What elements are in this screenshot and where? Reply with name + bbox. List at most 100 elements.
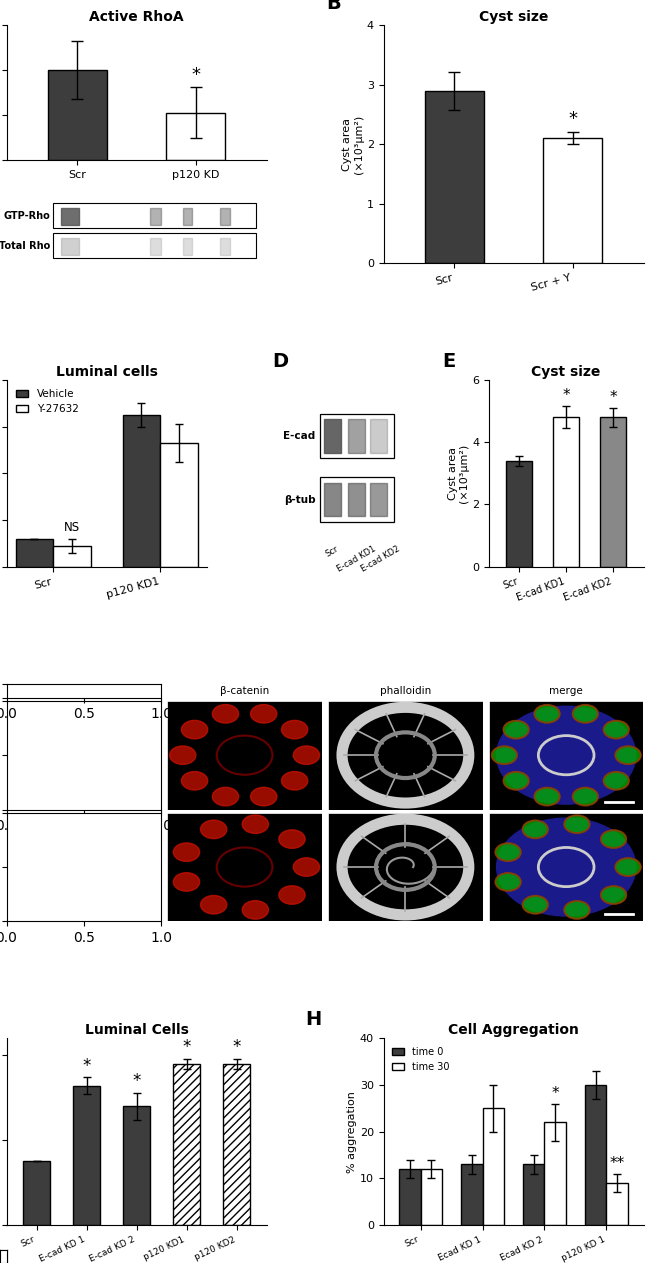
Text: GTP-Rho: GTP-Rho [4,211,51,221]
Circle shape [534,705,560,722]
Title: Luminal Cells: Luminal Cells [84,1023,188,1037]
Circle shape [564,816,590,834]
FancyBboxPatch shape [320,413,394,458]
Circle shape [279,830,305,849]
Bar [370,419,387,453]
Bar [324,482,341,517]
Circle shape [40,895,66,914]
Circle shape [201,820,227,839]
Circle shape [21,720,47,739]
Bar [61,237,79,255]
Circle shape [213,787,239,806]
Circle shape [174,873,200,892]
Text: *: * [232,1038,240,1056]
Bar [160,443,198,567]
Bar [223,1063,250,1225]
Text: NS: NS [64,522,80,534]
Y-axis label: % aggregation: % aggregation [347,1091,357,1172]
Bar [324,419,341,453]
Circle shape [242,901,268,919]
Circle shape [573,788,598,806]
Circle shape [90,705,116,722]
Text: E-cadherin: E-cadherin [56,686,112,696]
Bar [585,1085,606,1225]
Circle shape [133,858,159,877]
Bar [220,237,230,255]
Circle shape [81,901,108,919]
Text: D: D [272,352,289,371]
Circle shape [90,787,116,806]
Circle shape [601,887,626,904]
Circle shape [601,830,626,847]
Circle shape [201,895,227,914]
Bar [150,237,161,255]
Bar [150,208,161,225]
Circle shape [40,820,66,839]
Circle shape [604,721,629,739]
Circle shape [242,815,268,834]
Circle shape [573,705,598,722]
Bar [16,539,53,567]
Text: E-cad: E-cad [283,431,316,441]
Bar [348,482,365,517]
Circle shape [497,706,636,805]
Title: Cyst size: Cyst size [479,10,548,24]
Bar [123,416,160,567]
Bar [166,112,225,160]
Bar [482,1109,504,1225]
Bar [543,138,602,263]
Circle shape [293,746,320,764]
Circle shape [281,720,308,739]
FancyBboxPatch shape [53,203,256,229]
Text: *: * [609,390,617,405]
Bar [61,208,79,225]
Title: Luminal cells: Luminal cells [56,365,157,379]
Circle shape [504,721,529,739]
Bar [123,1106,150,1225]
Bar [183,237,192,255]
Circle shape [250,787,277,806]
Text: *: * [562,388,570,403]
Bar [425,91,484,263]
Circle shape [21,772,47,791]
Circle shape [604,772,629,789]
Circle shape [170,746,196,764]
Bar [370,482,387,517]
Text: β-catenin: β-catenin [220,686,269,696]
Circle shape [523,821,548,839]
Circle shape [118,885,144,904]
Circle shape [504,772,529,789]
Circle shape [616,746,641,764]
Bar [73,1086,100,1225]
Circle shape [564,901,590,918]
Legend: time 0, time 30: time 0, time 30 [388,1043,453,1076]
Bar [606,1183,628,1225]
Text: *: * [182,1038,190,1056]
Y-axis label: Cyst area
(×10³μm²): Cyst area (×10³μm²) [343,115,364,174]
Bar [545,1123,566,1225]
Circle shape [495,844,521,861]
Bar [553,417,579,567]
Circle shape [250,705,277,722]
Bar [523,1164,545,1225]
Circle shape [281,772,308,791]
Bar [461,1164,482,1225]
Bar [399,1170,421,1225]
Text: *: * [568,110,577,128]
Circle shape [293,858,320,877]
Text: *: * [83,1057,91,1075]
Bar [173,1063,200,1225]
Circle shape [181,720,208,739]
Bar [53,546,90,567]
Title: Cyst size: Cyst size [532,365,601,379]
Text: Scr: Scr [324,544,341,558]
Title: Cell Aggregation: Cell Aggregation [448,1023,579,1037]
Bar [183,208,192,225]
Text: E-cad KD1: E-cad KD1 [335,544,377,573]
Circle shape [51,787,78,806]
Circle shape [121,772,147,791]
Text: *: * [133,1072,140,1090]
Circle shape [12,842,39,861]
Y-axis label: Cyst area
(×10³μm²): Cyst area (×10³μm²) [448,443,469,503]
FancyBboxPatch shape [53,234,256,258]
